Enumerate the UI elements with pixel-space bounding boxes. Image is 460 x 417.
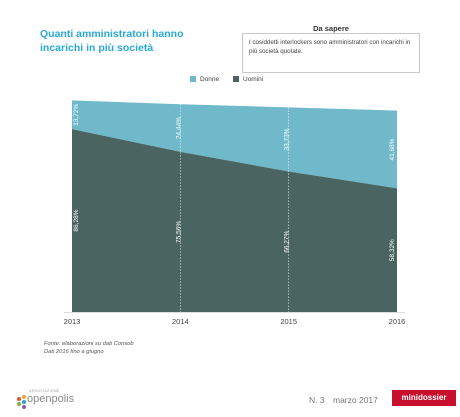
- data-label-uomini: 66,27%: [284, 231, 291, 253]
- x-tick-label: 2013: [64, 317, 81, 326]
- legend-item-donne: Donne: [190, 76, 219, 83]
- x-tick-label: 2016: [389, 317, 406, 326]
- footer-date: marzo 2017: [333, 395, 378, 405]
- x-tick-label: 2015: [280, 317, 297, 326]
- data-label-donne: 13,72%: [73, 104, 80, 126]
- info-box: I cosiddetti interlockers sono amministr…: [242, 33, 420, 73]
- info-box-text: I cosiddetti interlockers sono amministr…: [249, 39, 411, 55]
- source-line-2: Dati 2016 fino a giugno: [44, 349, 104, 355]
- footer-issue: N. 3: [309, 395, 325, 405]
- data-label-donne: 33,73%: [284, 128, 291, 150]
- data-label-uomini: 75,56%: [175, 221, 182, 243]
- footer-association: ASSOCIAZIONE: [29, 389, 60, 393]
- data-label-uomini: 58,32%: [389, 239, 396, 261]
- data-label-donne: 41,68%: [389, 138, 396, 160]
- area-donne: [72, 100, 397, 189]
- chart-title: Quanti amministratori hanno incarichi in…: [40, 28, 184, 54]
- info-box-title: Da sapere: [313, 24, 349, 33]
- data-label-uomini: 86,28%: [73, 209, 80, 231]
- legend-label-uomini: Uomini: [243, 76, 264, 83]
- data-label-donne: 24,44%: [175, 117, 182, 139]
- legend-swatch-uomini: [233, 76, 239, 82]
- minidossier-badge: minidossier: [392, 390, 456, 406]
- source-note: Fonte: elaborazioni su dati Consob Dati …: [44, 340, 134, 356]
- openpolis-logo-icon: [17, 395, 26, 409]
- area-uomini: [72, 129, 397, 312]
- footer-brand: openpolis: [27, 393, 75, 405]
- legend-item-uomini: Uomini: [233, 76, 263, 83]
- x-tick-label: 2014: [172, 317, 189, 326]
- legend-swatch-donne: [190, 76, 196, 82]
- source-line-1: Fonte: elaborazioni su dati Consob: [44, 341, 134, 347]
- legend-label-donne: Donne: [200, 76, 220, 83]
